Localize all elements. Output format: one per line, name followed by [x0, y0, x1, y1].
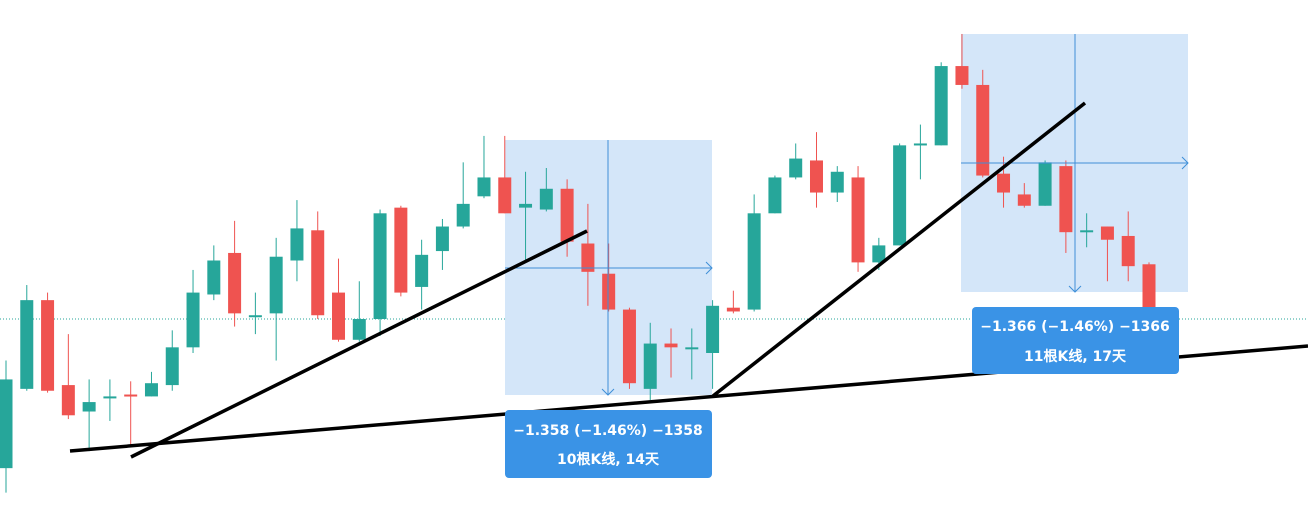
candle-body: [643, 343, 657, 389]
candle-body: [726, 307, 740, 312]
candle-body: [1017, 194, 1031, 206]
candle-body: [41, 300, 55, 391]
candle-body: [851, 177, 865, 263]
candle-body: [248, 315, 262, 318]
candle-body: [1100, 226, 1114, 240]
candle-body: [207, 260, 221, 295]
candle-body: [955, 66, 969, 85]
candle-body: [415, 254, 429, 287]
candle-body: [373, 213, 387, 320]
measure-change: −1.366 (−1.46%) −1366: [980, 319, 1170, 335]
measure-label-box: [972, 307, 1179, 374]
candle-body: [124, 394, 138, 397]
candle-body: [61, 385, 75, 416]
measure-span: 10根K线, 14天: [557, 451, 660, 468]
candle-body: [622, 309, 636, 384]
candle-body: [789, 158, 803, 178]
trend-line: [130, 229, 588, 459]
candle-body: [747, 213, 761, 310]
candle-body: [560, 188, 574, 242]
candle-body: [685, 347, 699, 350]
candle-body: [602, 273, 616, 310]
candle-body: [664, 343, 678, 348]
candle-body: [498, 177, 512, 214]
candle-body: [934, 66, 948, 146]
candle-body: [1038, 162, 1052, 206]
candle-body: [1142, 264, 1156, 320]
candle-body: [394, 207, 408, 293]
candle-body: [290, 228, 304, 261]
arrow-head: [705, 261, 713, 275]
candle-body: [0, 379, 13, 469]
arrow-head: [1068, 285, 1082, 293]
candle-body: [144, 383, 158, 397]
candle-body: [997, 173, 1011, 193]
measure-label-box: [505, 410, 712, 478]
candle-body: [456, 203, 470, 227]
candle-body: [477, 177, 491, 197]
candle-body: [768, 177, 782, 214]
candle-body: [269, 256, 283, 314]
arrow-head: [601, 388, 615, 396]
candle-body: [581, 243, 595, 272]
candle-body: [1080, 230, 1094, 233]
arrow-head: [1181, 156, 1189, 170]
candle-body: [1121, 235, 1135, 267]
measure-span: 11根K线, 17天: [1024, 348, 1127, 365]
candle-body: [519, 203, 533, 208]
candle-body: [332, 292, 346, 340]
candle-body: [435, 226, 449, 252]
candle-body: [830, 171, 844, 193]
candle-body: [539, 188, 553, 210]
candle-body: [20, 300, 34, 389]
candle-body: [872, 245, 886, 263]
candle-body: [186, 292, 200, 348]
candle-body: [809, 160, 823, 193]
measure-change: −1.358 (−1.46%) −1358: [513, 423, 703, 439]
candle-body: [976, 84, 990, 176]
measure-arrows: [505, 34, 1189, 396]
candle-body: [165, 347, 179, 386]
candle-body: [228, 252, 242, 314]
candle-body: [82, 402, 96, 412]
candles: [0, 33, 1156, 493]
candle-body: [103, 396, 117, 399]
candle-body: [706, 305, 720, 353]
candle-body: [311, 230, 325, 316]
candle-body: [1059, 166, 1073, 233]
candle-body: [913, 143, 927, 146]
candle-body: [352, 319, 366, 340]
candle-body: [893, 145, 907, 246]
trend-line: [711, 101, 1087, 398]
